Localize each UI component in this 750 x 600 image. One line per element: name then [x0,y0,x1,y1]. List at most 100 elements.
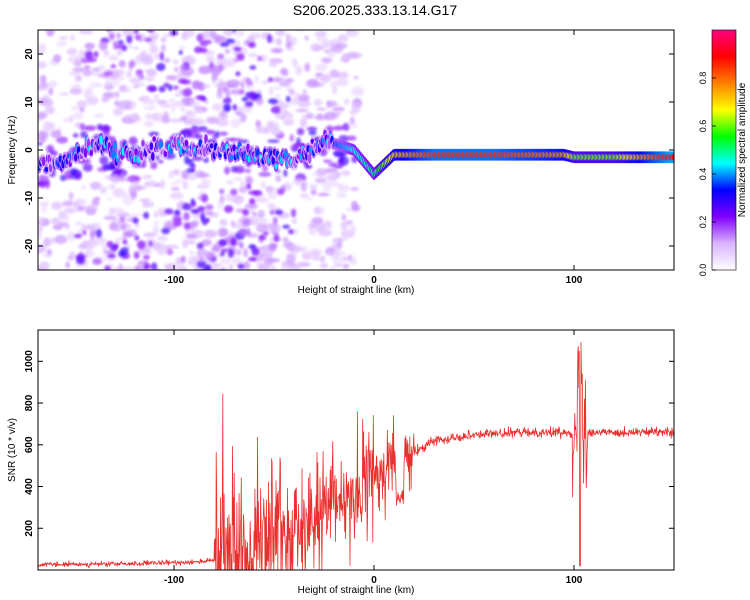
colorbar: 0.0 0.2 0.4 0.6 0.8 Normalized spectral ampl… [698,29,748,276]
ridge-core [74,153,78,162]
bottom-x-ticks: -100 0 100 [164,330,583,586]
top-x-axis-label: Height of straight line (km) [298,285,415,296]
spectral-blob [267,202,276,210]
spectral-blob [341,256,349,262]
y-tick-label: 600 [24,436,35,453]
y-tick-label: 400 [24,478,35,495]
spectral-blob [283,112,294,119]
spectral-blob [267,77,273,83]
spectral-blob [341,193,347,198]
spectral-blob [331,106,345,112]
spectral-blob [186,110,193,116]
spectral-blob [238,186,248,194]
spectral-blob [59,92,69,96]
spectral-blob [76,296,82,300]
spectral-blob [350,52,363,59]
spectral-blob [230,165,238,173]
spectral-blob [38,243,43,251]
ridge-core [209,143,214,149]
ridge-core [41,156,46,167]
spectral-blob [224,166,231,175]
spectral-blob [98,125,112,132]
spectral-blob [182,238,189,249]
spectral-blob [113,93,119,100]
spectral-blob [304,35,309,41]
spectral-blob [315,36,329,42]
spectral-blob [131,112,139,121]
spectral-blob [324,111,336,121]
spectral-blob [313,46,326,51]
spectral-blob [154,220,160,226]
spectral-blob [205,55,215,63]
spectral-blob [143,211,150,220]
spectral-blob [211,103,223,111]
spectral-blob [345,30,356,33]
spectral-blob [295,65,303,76]
ridge-core [159,141,163,149]
spectral-blob [142,288,148,296]
spectral-blob [89,222,102,230]
spectral-blob [206,116,220,124]
spectral-blob [271,129,283,136]
spectral-blob [227,248,234,258]
spectral-blob [278,78,288,82]
spectral-blob [315,72,324,78]
y-tick-label: -20 [24,238,35,253]
spectral-blob [238,228,248,237]
spectral-blob [230,188,238,196]
spectral-blob [316,107,327,111]
spectral-blob [149,45,159,54]
colorbar-tick-label: 0.6 [698,120,708,133]
ridge-core [99,135,103,145]
spectral-blob [144,120,154,127]
spectral-blob [38,216,44,226]
spectral-blob [99,186,107,194]
spectral-blob [43,253,53,258]
spectral-blob [309,183,318,191]
spectral-blob [338,184,350,193]
spectral-blob [272,216,278,225]
spectral-blob [251,247,260,256]
spectral-blob [85,95,99,106]
spectral-blob [58,36,69,40]
spectral-blob [204,18,214,27]
spectral-blob [210,30,217,40]
colorbar-tick-label: 0.4 [698,168,708,181]
spectral-blob [220,251,225,256]
spectral-blob [233,195,244,205]
spectral-blob [101,286,106,290]
spectral-blob [325,181,340,187]
spectral-blob [155,154,160,161]
spectral-blob [126,71,132,78]
spectral-blob [203,229,218,238]
spectral-blob [246,228,251,237]
spectral-blob [289,88,295,95]
spectral-blob [219,41,230,47]
spectral-blob [69,34,75,41]
spectral-blob [304,196,314,201]
spectral-blob [122,196,133,206]
spectral-blob [41,98,54,108]
spectral-blob [38,201,50,207]
spectral-blob [82,69,93,77]
spectral-blob [110,173,121,184]
spectral-blob [244,168,252,173]
spectral-blob [176,17,183,22]
spectral-blob [335,237,348,241]
spectral-blob [346,207,353,212]
spectral-blob [239,241,244,249]
spectral-blob [133,46,140,50]
spectral-blob [296,137,301,146]
spectral-blob [247,42,256,49]
spectral-blob [289,97,300,106]
spectral-blob [76,99,88,109]
spectral-blob [89,15,97,22]
spectral-blob [235,110,243,117]
spectral-blob [145,264,152,269]
spectral-blob [204,84,211,89]
spectral-blob [144,76,155,82]
spectral-blob [75,6,81,14]
spectral-blob [89,181,102,190]
spectral-blob [38,49,46,55]
spectral-blob [283,241,293,249]
